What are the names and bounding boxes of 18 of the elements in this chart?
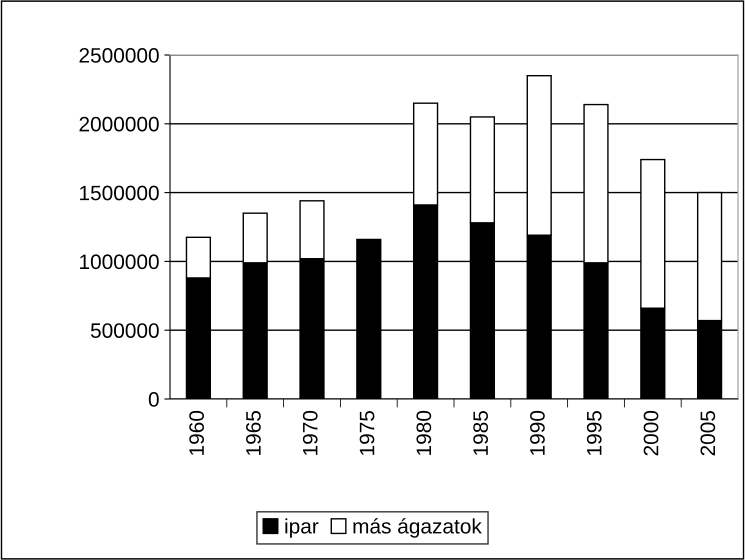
x-tick-label: 1975 — [360, 410, 374, 455]
x-tick-label: 1990 — [530, 410, 545, 455]
legend-label: ipar — [285, 518, 318, 538]
x-tick-label: 1995 — [586, 410, 602, 455]
x-tick-label: 2005 — [700, 410, 716, 456]
y-tick-label: 2500000 — [80, 48, 159, 63]
y-tick-label: 2000000 — [80, 116, 159, 132]
x-tick-label: 1965 — [246, 410, 261, 455]
x-tick-label: 1980 — [416, 410, 432, 455]
x-tick-label: 1970 — [302, 410, 318, 455]
y-tick-label: 1000000 — [80, 254, 159, 270]
x-tick-label: 1960 — [189, 410, 204, 455]
y-tick-label: 0 — [148, 392, 159, 407]
x-tick-label: 2000 — [644, 410, 658, 456]
legend-label: más ágazatok — [353, 518, 482, 538]
y-tick-label: 500000 — [90, 323, 159, 338]
y-tick-label: 1500000 — [80, 186, 159, 200]
x-tick-label: 1985 — [473, 410, 488, 455]
